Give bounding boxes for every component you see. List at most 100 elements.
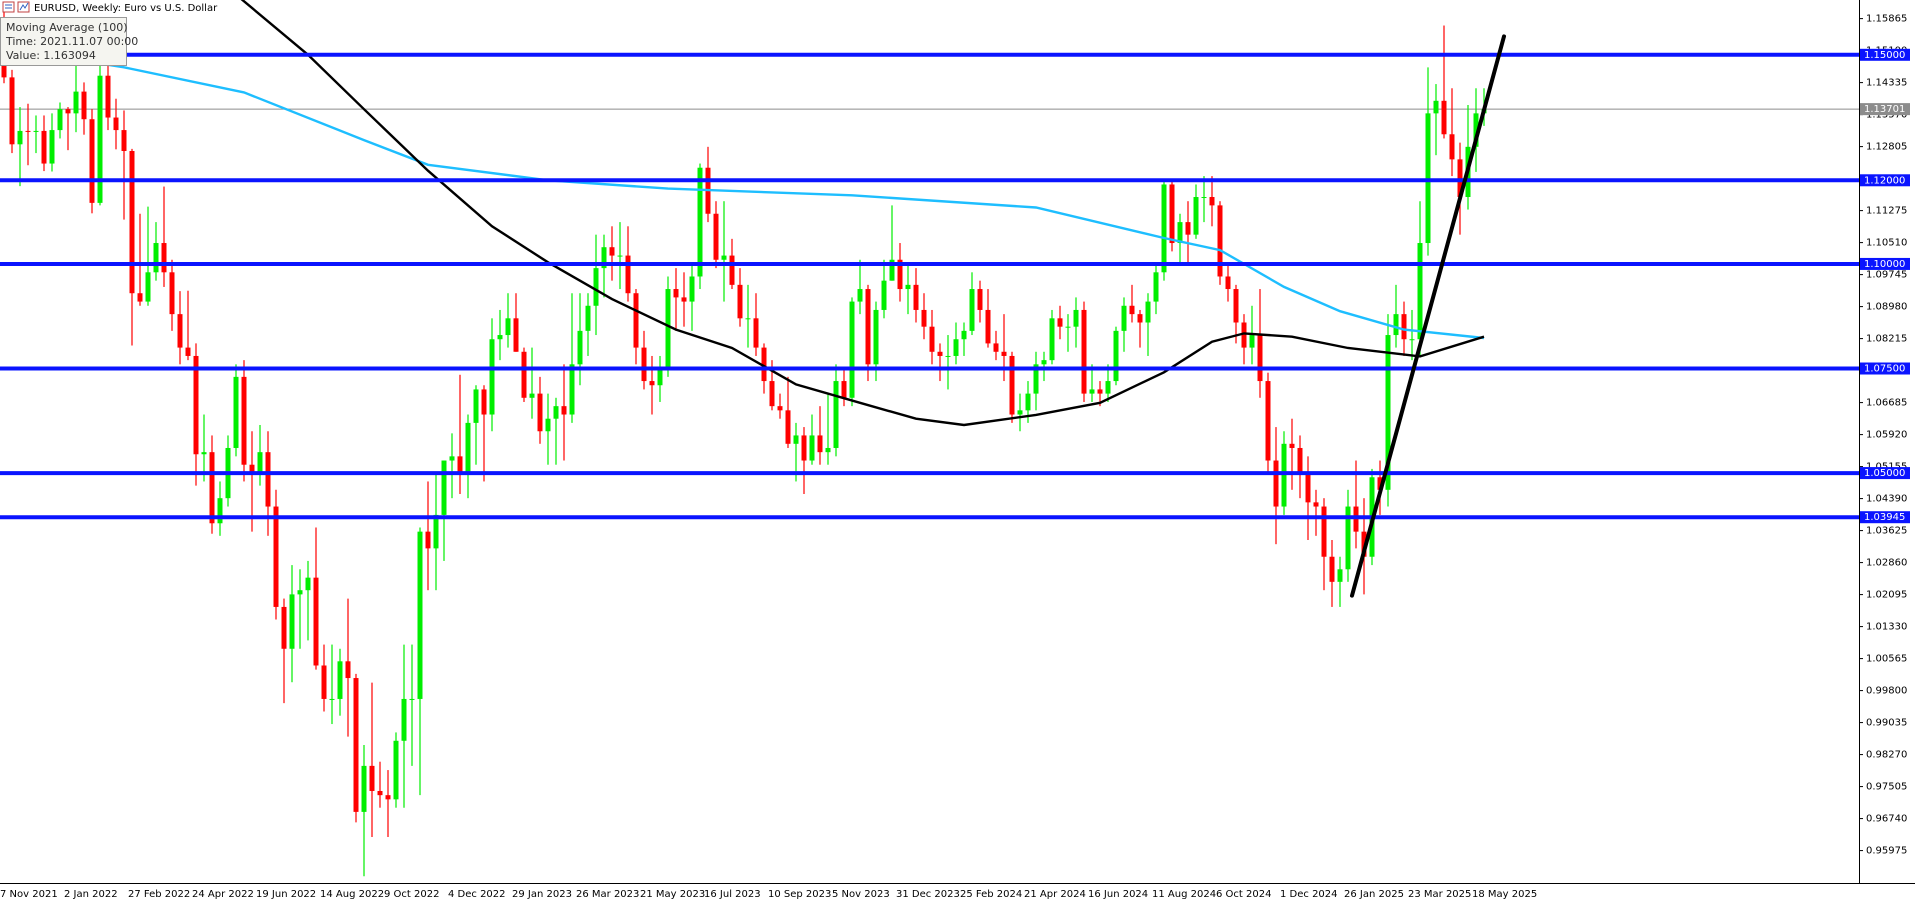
- candle-body: [1225, 276, 1231, 290]
- current-price-label: 1.13701: [1864, 104, 1905, 115]
- candle-body: [321, 665, 327, 699]
- candle-body: [585, 305, 591, 331]
- candle-body: [1217, 205, 1223, 277]
- x-tick-label: 23 Mar 2025: [1408, 889, 1471, 900]
- candle-body: [953, 339, 959, 356]
- candle-body: [1105, 381, 1111, 394]
- candle-body: [649, 381, 655, 386]
- icon: [19, 2, 29, 11]
- candle-body: [305, 577, 311, 591]
- candle-body: [217, 498, 223, 524]
- candle-body: [449, 456, 455, 461]
- candle-body: [105, 75, 111, 118]
- candle-body: [569, 364, 575, 415]
- y-tick-label: 0.99800: [1866, 686, 1907, 697]
- candle-body: [1409, 339, 1415, 341]
- candle-body: [1025, 393, 1031, 411]
- candle-body: [417, 531, 423, 699]
- candle-body: [1273, 460, 1279, 507]
- moving-average: [3, 47, 1485, 340]
- candle-body: [913, 284, 919, 310]
- candle-body: [457, 456, 463, 474]
- y-tick-label: 0.95975: [1866, 846, 1907, 857]
- x-tick-label: 9 Oct 2022: [384, 889, 439, 900]
- y-tick-label: 1.06685: [1866, 398, 1907, 409]
- candle-body: [1041, 360, 1047, 365]
- candle-body: [1033, 364, 1039, 394]
- candle-body: [353, 678, 359, 812]
- level-label: 1.12000: [1864, 175, 1905, 186]
- y-tick-label: 1.14335: [1866, 78, 1907, 89]
- candle-body: [553, 406, 559, 419]
- y-tick-label: 1.02860: [1866, 558, 1907, 569]
- candle-body: [529, 393, 535, 398]
- candle-body: [129, 151, 135, 294]
- candle-body: [1401, 314, 1407, 340]
- candle-body: [977, 289, 983, 310]
- candle-body: [817, 435, 823, 453]
- candle-body: [1417, 243, 1423, 340]
- candle-body: [625, 255, 631, 294]
- x-tick-label: 24 Apr 2022: [192, 889, 254, 900]
- tooltip-box: [0, 17, 127, 66]
- y-tick-label: 1.08980: [1866, 302, 1907, 313]
- candle-body: [473, 389, 479, 423]
- candle-body: [689, 276, 695, 302]
- candle-body: [89, 119, 95, 203]
- candle-body: [329, 698, 335, 700]
- candle-body: [777, 406, 783, 411]
- candle-body: [1241, 322, 1247, 348]
- candle-body: [633, 293, 639, 348]
- candle-body: [1441, 100, 1447, 135]
- candle-body: [65, 109, 71, 114]
- x-tick-label: 14 Aug 2022: [320, 889, 384, 900]
- candle-body: [1121, 305, 1127, 331]
- candle-body: [497, 335, 503, 340]
- y-tick-label: 0.96740: [1866, 814, 1907, 825]
- candle-body: [993, 343, 999, 352]
- candle-body: [673, 289, 679, 298]
- y-tick-label: 0.98270: [1866, 750, 1907, 761]
- candle-body: [745, 318, 751, 320]
- candle-body: [969, 289, 975, 331]
- axes: 0.95975 0.96740 0.97505 0.98270 0.99035 0.998…: [0, 14, 1910, 900]
- candle-body: [1169, 184, 1175, 244]
- x-tick-label: 16 Jul 2023: [704, 889, 761, 900]
- candle-body: [577, 330, 583, 365]
- candle-body: [785, 410, 791, 444]
- candle-body: [801, 435, 807, 461]
- candle-body: [601, 247, 607, 269]
- candle-body: [961, 330, 967, 340]
- level-label: 1.05000: [1864, 468, 1905, 479]
- candle-body: [1433, 100, 1439, 114]
- candle-body: [49, 130, 55, 164]
- candle-body: [1377, 477, 1383, 490]
- candle-body: [657, 368, 663, 386]
- candle-body: [233, 376, 239, 448]
- tooltip: Moving Average (100) Time: 2021.11.07 00…: [0, 17, 138, 66]
- level-label: 1.15000: [1864, 50, 1905, 61]
- candle-body: [377, 790, 383, 796]
- candle-body: [881, 280, 887, 310]
- candle-body: [905, 284, 911, 290]
- x-tick-label: 7 Nov 2021: [0, 889, 58, 900]
- x-tick-label: 16 Jun 2024: [1088, 889, 1148, 900]
- candle-body: [25, 130, 31, 132]
- x-tick-label: 19 Jun 2022: [256, 889, 316, 900]
- candle-body: [1145, 301, 1151, 323]
- candle-body: [1001, 351, 1007, 356]
- candle-body: [609, 247, 615, 256]
- candle-body: [289, 594, 295, 649]
- candle-body: [897, 259, 903, 290]
- candle-body: [425, 531, 431, 549]
- candle-body: [465, 422, 471, 474]
- candle-body: [337, 661, 343, 699]
- trendline: [1350, 34, 1506, 598]
- candle-body: [1233, 289, 1239, 323]
- x-tick-label: 29 Jan 2023: [512, 889, 572, 900]
- candle-body: [1337, 569, 1343, 582]
- y-tick-label: 1.00565: [1866, 654, 1907, 665]
- x-tick-label: 18 May 2025: [1472, 889, 1537, 900]
- candle-body: [481, 389, 487, 415]
- candle-body: [737, 284, 743, 319]
